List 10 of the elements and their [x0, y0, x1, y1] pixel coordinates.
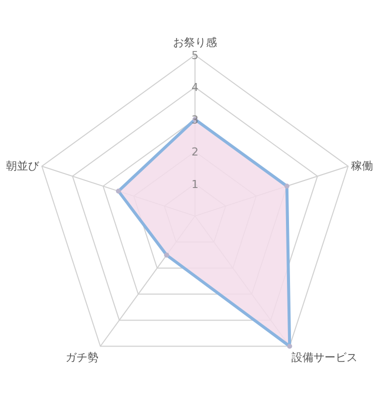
y-tick-label: 2: [192, 146, 198, 159]
y-tick-label: 4: [192, 81, 198, 94]
spoke-label: ガチ勢: [65, 350, 98, 364]
spoke-label: 稼働: [351, 159, 374, 172]
spoke-label: 設備サービス: [292, 350, 358, 364]
y-tick-label: 3: [192, 113, 198, 126]
spoke-label: 朝並び: [6, 159, 40, 172]
spoke-label: お祭り感: [173, 36, 217, 49]
y-tick-label: 1: [192, 178, 198, 191]
y-tick-label: 5: [192, 49, 198, 62]
